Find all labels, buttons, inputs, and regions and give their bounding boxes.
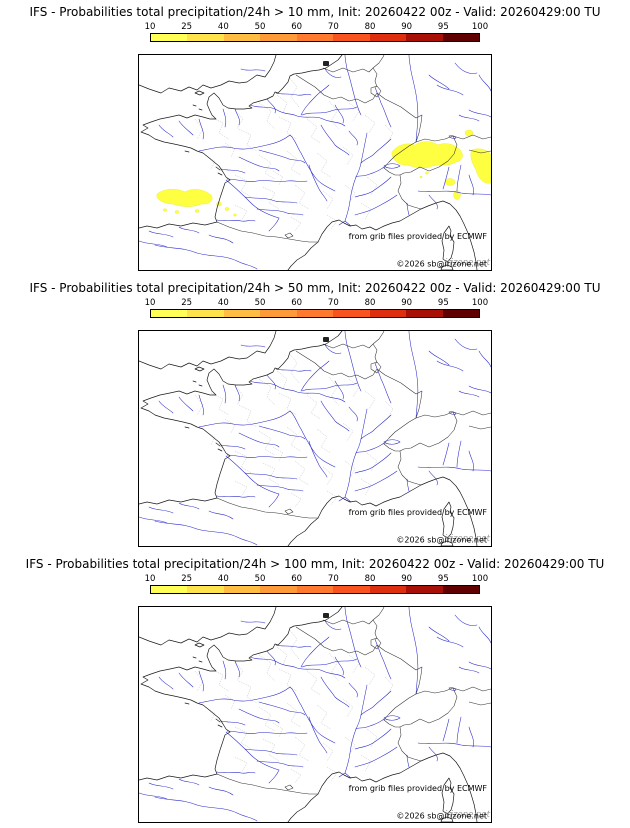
precip-area-10-25pct — [156, 129, 491, 217]
panel-100mm: IFS - Probabilities total precipitation/… — [0, 552, 630, 828]
colorbar-tick: 90 — [401, 298, 413, 308]
panel-title: IFS - Probabilities total precipitation/… — [29, 281, 601, 295]
colorbar-segment — [187, 586, 224, 593]
colorbar-tick: 80 — [364, 574, 376, 584]
colorbar-segment — [187, 310, 224, 317]
colorbar-segment — [442, 34, 479, 41]
colorbar-tick: 100 — [471, 298, 489, 308]
colorbar-segment — [223, 34, 261, 41]
colorbar-segment — [260, 34, 297, 41]
colorbar: 10 25 40 50 60 70 80 90 95 100 — [145, 22, 489, 42]
colorbar-segment — [333, 586, 370, 593]
colorbar-segment — [260, 310, 297, 317]
colorbar: 10 25 40 50 60 70 80 90 95 100 — [145, 298, 489, 318]
colorbar-tick: 70 — [327, 298, 339, 308]
colorbar-tick: 90 — [401, 574, 413, 584]
colorbar-segment — [151, 34, 188, 41]
colorbar-tick: 80 — [364, 22, 376, 32]
colorbar-segment — [442, 586, 479, 593]
precip-probability-map-10mm — [139, 55, 491, 270]
colorbar-segment — [296, 310, 334, 317]
panel-title: IFS - Probabilities total precipitation/… — [29, 5, 601, 19]
colorbar-segment — [406, 586, 443, 593]
colorbar-segment — [151, 586, 188, 593]
precip-probability-map-100mm — [139, 607, 491, 822]
colorbar-tick: 25 — [181, 574, 193, 584]
colorbar-ticks: 10 25 40 50 60 70 80 90 95 100 — [145, 574, 489, 584]
colorbar-tick: 50 — [254, 298, 266, 308]
colorbar-tick: 25 — [181, 22, 193, 32]
colorbar-segment — [369, 34, 407, 41]
colorbar-bar — [150, 309, 480, 318]
colorbar-segment — [187, 34, 224, 41]
colorbar-tick: 10 — [144, 22, 156, 32]
colorbar-tick: 60 — [291, 22, 303, 32]
colorbar: 10 25 40 50 60 70 80 90 95 100 — [145, 574, 489, 594]
colorbar-bar — [150, 585, 480, 594]
colorbar-segment — [369, 310, 407, 317]
colorbar-tick: 80 — [364, 298, 376, 308]
colorbar-segment — [333, 34, 370, 41]
colorbar-tick: 40 — [217, 22, 229, 32]
colorbar-tick: 10 — [144, 298, 156, 308]
map-frame — [138, 606, 492, 823]
colorbar-segment — [296, 34, 334, 41]
colorbar-tick: 60 — [291, 298, 303, 308]
panel-title: IFS - Probabilities total precipitation/… — [25, 557, 605, 571]
colorbar-ticks: 10 25 40 50 60 70 80 90 95 100 — [145, 298, 489, 308]
colorbar-tick: 40 — [217, 574, 229, 584]
colorbar-tick: 100 — [471, 22, 489, 32]
colorbar-tick: 60 — [291, 574, 303, 584]
colorbar-segment — [151, 310, 188, 317]
colorbar-tick: 90 — [401, 22, 413, 32]
colorbar-segment — [442, 310, 479, 317]
precip-probability-map-50mm — [139, 331, 491, 546]
colorbar-tick: 50 — [254, 574, 266, 584]
colorbar-tick: 70 — [327, 574, 339, 584]
map-frame — [138, 330, 492, 547]
colorbar-segment — [223, 310, 261, 317]
colorbar-tick: 95 — [437, 574, 449, 584]
colorbar-bar — [150, 33, 480, 42]
colorbar-tick: 40 — [217, 298, 229, 308]
colorbar-tick: 50 — [254, 22, 266, 32]
colorbar-segment — [369, 586, 407, 593]
colorbar-ticks: 10 25 40 50 60 70 80 90 95 100 — [145, 22, 489, 32]
map-frame — [138, 54, 492, 271]
colorbar-tick: 25 — [181, 298, 193, 308]
colorbar-segment — [333, 310, 370, 317]
panel-50mm: IFS - Probabilities total precipitation/… — [0, 276, 630, 552]
colorbar-segment — [406, 310, 443, 317]
colorbar-tick: 95 — [437, 22, 449, 32]
panel-10mm: IFS - Probabilities total precipitation/… — [0, 0, 630, 276]
colorbar-segment — [260, 586, 297, 593]
colorbar-tick: 70 — [327, 22, 339, 32]
colorbar-segment — [223, 586, 261, 593]
colorbar-tick: 100 — [471, 574, 489, 584]
colorbar-segment — [296, 586, 334, 593]
colorbar-segment — [406, 34, 443, 41]
colorbar-tick: 95 — [437, 298, 449, 308]
colorbar-tick: 10 — [144, 574, 156, 584]
